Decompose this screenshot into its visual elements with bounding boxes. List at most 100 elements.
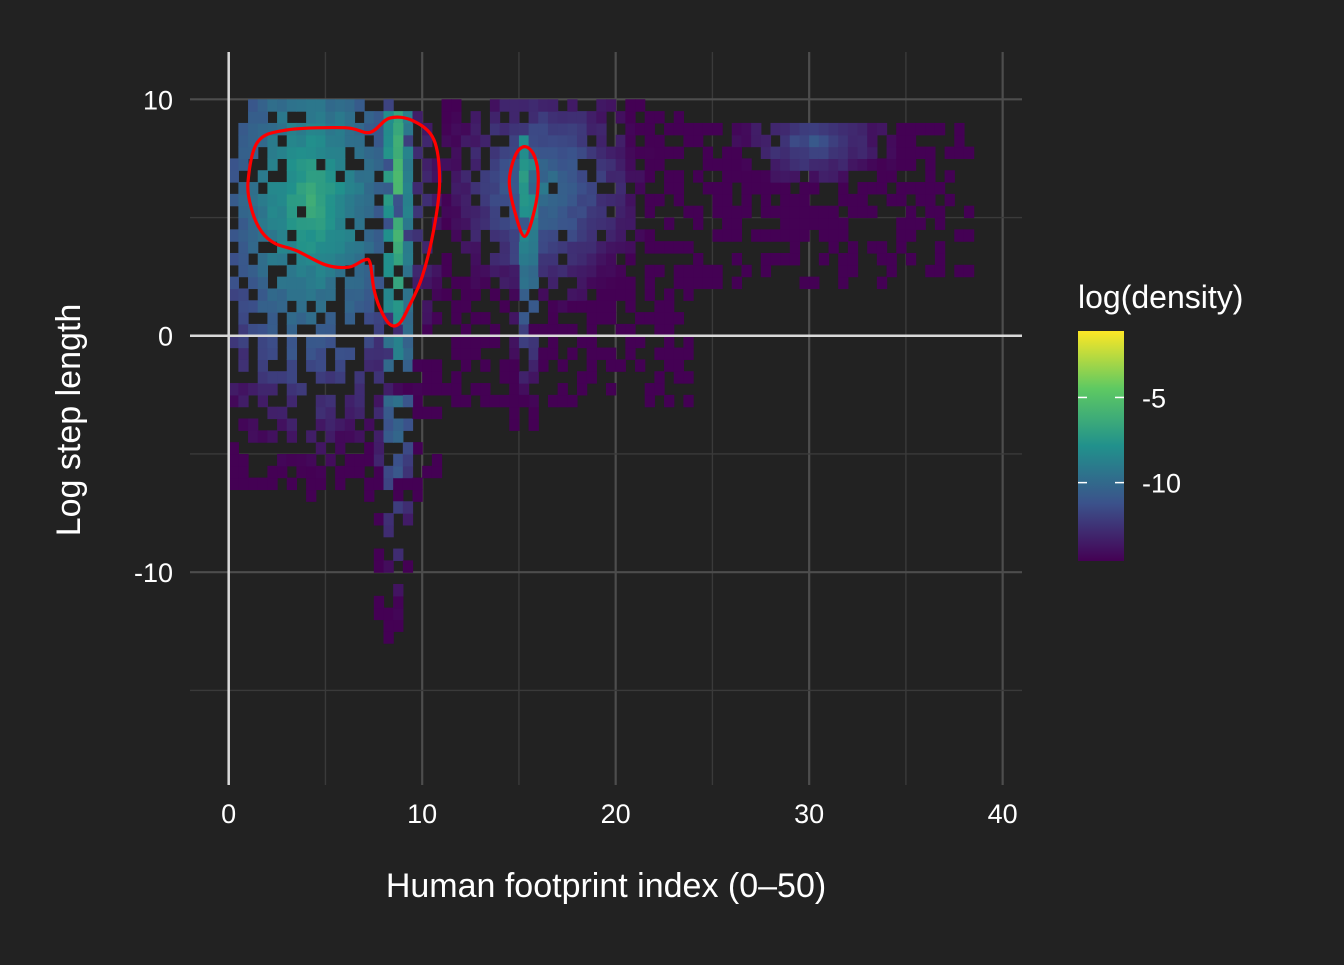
heatmap-cell — [373, 347, 385, 360]
heatmap-cell — [857, 182, 868, 195]
heatmap-cell — [344, 252, 356, 266]
heatmap-cell — [480, 312, 491, 325]
heatmap-cell — [238, 241, 249, 254]
heatmap-cell — [451, 371, 462, 384]
heatmap-cell — [876, 170, 888, 183]
heatmap-cell — [315, 371, 327, 384]
heatmap-cell — [934, 264, 946, 278]
heatmap-cell — [286, 383, 298, 396]
heatmap-cell — [286, 371, 298, 384]
heatmap-cell — [596, 170, 607, 183]
heatmap-cell — [857, 205, 868, 219]
heatmap-cell — [886, 146, 897, 160]
heatmap-cell — [828, 229, 839, 242]
heatmap-cell — [664, 394, 675, 408]
heatmap-cell — [373, 406, 385, 420]
heatmap-cell — [576, 134, 588, 148]
heatmap-cell — [547, 146, 559, 160]
heatmap-cell — [528, 134, 539, 148]
heatmap-cell — [480, 217, 491, 230]
heatmap-cell — [373, 595, 385, 609]
heatmap-cell — [315, 111, 327, 124]
heatmap-cell — [847, 146, 859, 160]
heatmap-cell — [296, 264, 307, 278]
heatmap-cell — [296, 465, 307, 479]
heatmap-cell — [557, 111, 568, 124]
heatmap-cell — [664, 241, 675, 254]
heatmap-cell — [915, 146, 926, 160]
heatmap-cell — [373, 453, 385, 467]
heatmap-cell — [760, 229, 772, 242]
heatmap-cell — [325, 312, 336, 325]
heatmap-cell — [354, 205, 365, 219]
heatmap-cell — [344, 99, 356, 112]
heatmap-cell — [518, 252, 530, 266]
heatmap-cell — [257, 288, 268, 301]
heatmap-cell — [325, 158, 336, 171]
heatmap-cell — [402, 442, 414, 455]
heatmap-cell — [441, 264, 452, 278]
heatmap-cell — [383, 217, 394, 230]
heatmap-cell — [383, 524, 394, 538]
heatmap-cell — [547, 335, 559, 349]
heatmap-cell — [228, 170, 239, 183]
heatmap-cell — [383, 170, 394, 183]
heatmap-cell — [489, 111, 501, 124]
heatmap-cell — [373, 477, 385, 491]
heatmap-cell — [451, 99, 462, 112]
heatmap-cell — [741, 122, 752, 136]
heatmap-cell — [518, 288, 530, 301]
heatmap-cell — [509, 418, 520, 431]
heatmap-cell — [451, 312, 462, 325]
heatmap-cell — [296, 288, 307, 301]
heatmap-cell — [828, 134, 839, 148]
heatmap-cell — [509, 122, 520, 136]
heatmap-cell — [306, 134, 317, 148]
heatmap-cell — [518, 182, 530, 195]
heatmap-cell — [780, 122, 791, 136]
heatmap-cell — [286, 193, 298, 207]
heatmap-cell — [267, 229, 278, 242]
heatmap-cell — [760, 264, 772, 278]
heatmap-cell — [422, 323, 433, 337]
heatmap-cell — [277, 276, 288, 290]
heatmap-cell — [383, 607, 394, 621]
heatmap-cell — [296, 383, 307, 396]
heatmap-cell — [402, 477, 414, 491]
heatmap-cell — [896, 146, 907, 160]
heatmap-cell — [373, 312, 385, 325]
heatmap-cell — [267, 383, 278, 396]
heatmap-cell — [267, 182, 278, 195]
heatmap-cell — [576, 264, 588, 278]
heatmap-cell — [683, 347, 694, 360]
heatmap-cell — [393, 418, 404, 431]
heatmap-cell — [741, 193, 752, 207]
heatmap-cell — [954, 264, 965, 278]
heatmap-cell — [567, 134, 578, 148]
heatmap-cell — [770, 146, 781, 160]
heatmap-cell — [712, 158, 723, 171]
heatmap-cell — [393, 170, 404, 183]
heatmap-cell — [499, 241, 510, 254]
heatmap-cell — [248, 241, 259, 254]
heatmap-cell — [296, 217, 307, 230]
heatmap-cell — [277, 205, 288, 219]
heatmap-cell — [451, 111, 462, 124]
heatmap-cell — [402, 383, 414, 396]
heatmap-cell — [586, 111, 597, 124]
heatmap-cell — [315, 170, 327, 183]
heatmap-cell — [499, 193, 510, 207]
heatmap-cell — [567, 182, 578, 195]
heatmap-cell — [799, 217, 810, 230]
heatmap-cell — [393, 217, 404, 230]
heatmap-cell — [383, 205, 394, 219]
heatmap-cell — [470, 264, 481, 278]
heatmap-cell — [267, 465, 278, 479]
heatmap-cell — [441, 99, 452, 112]
heatmap-cell — [876, 252, 888, 266]
heatmap-cell — [460, 122, 472, 136]
heatmap-cell — [402, 394, 414, 408]
heatmap-cell — [867, 158, 878, 171]
heatmap-cell — [335, 477, 346, 491]
heatmap-cell — [818, 205, 830, 219]
